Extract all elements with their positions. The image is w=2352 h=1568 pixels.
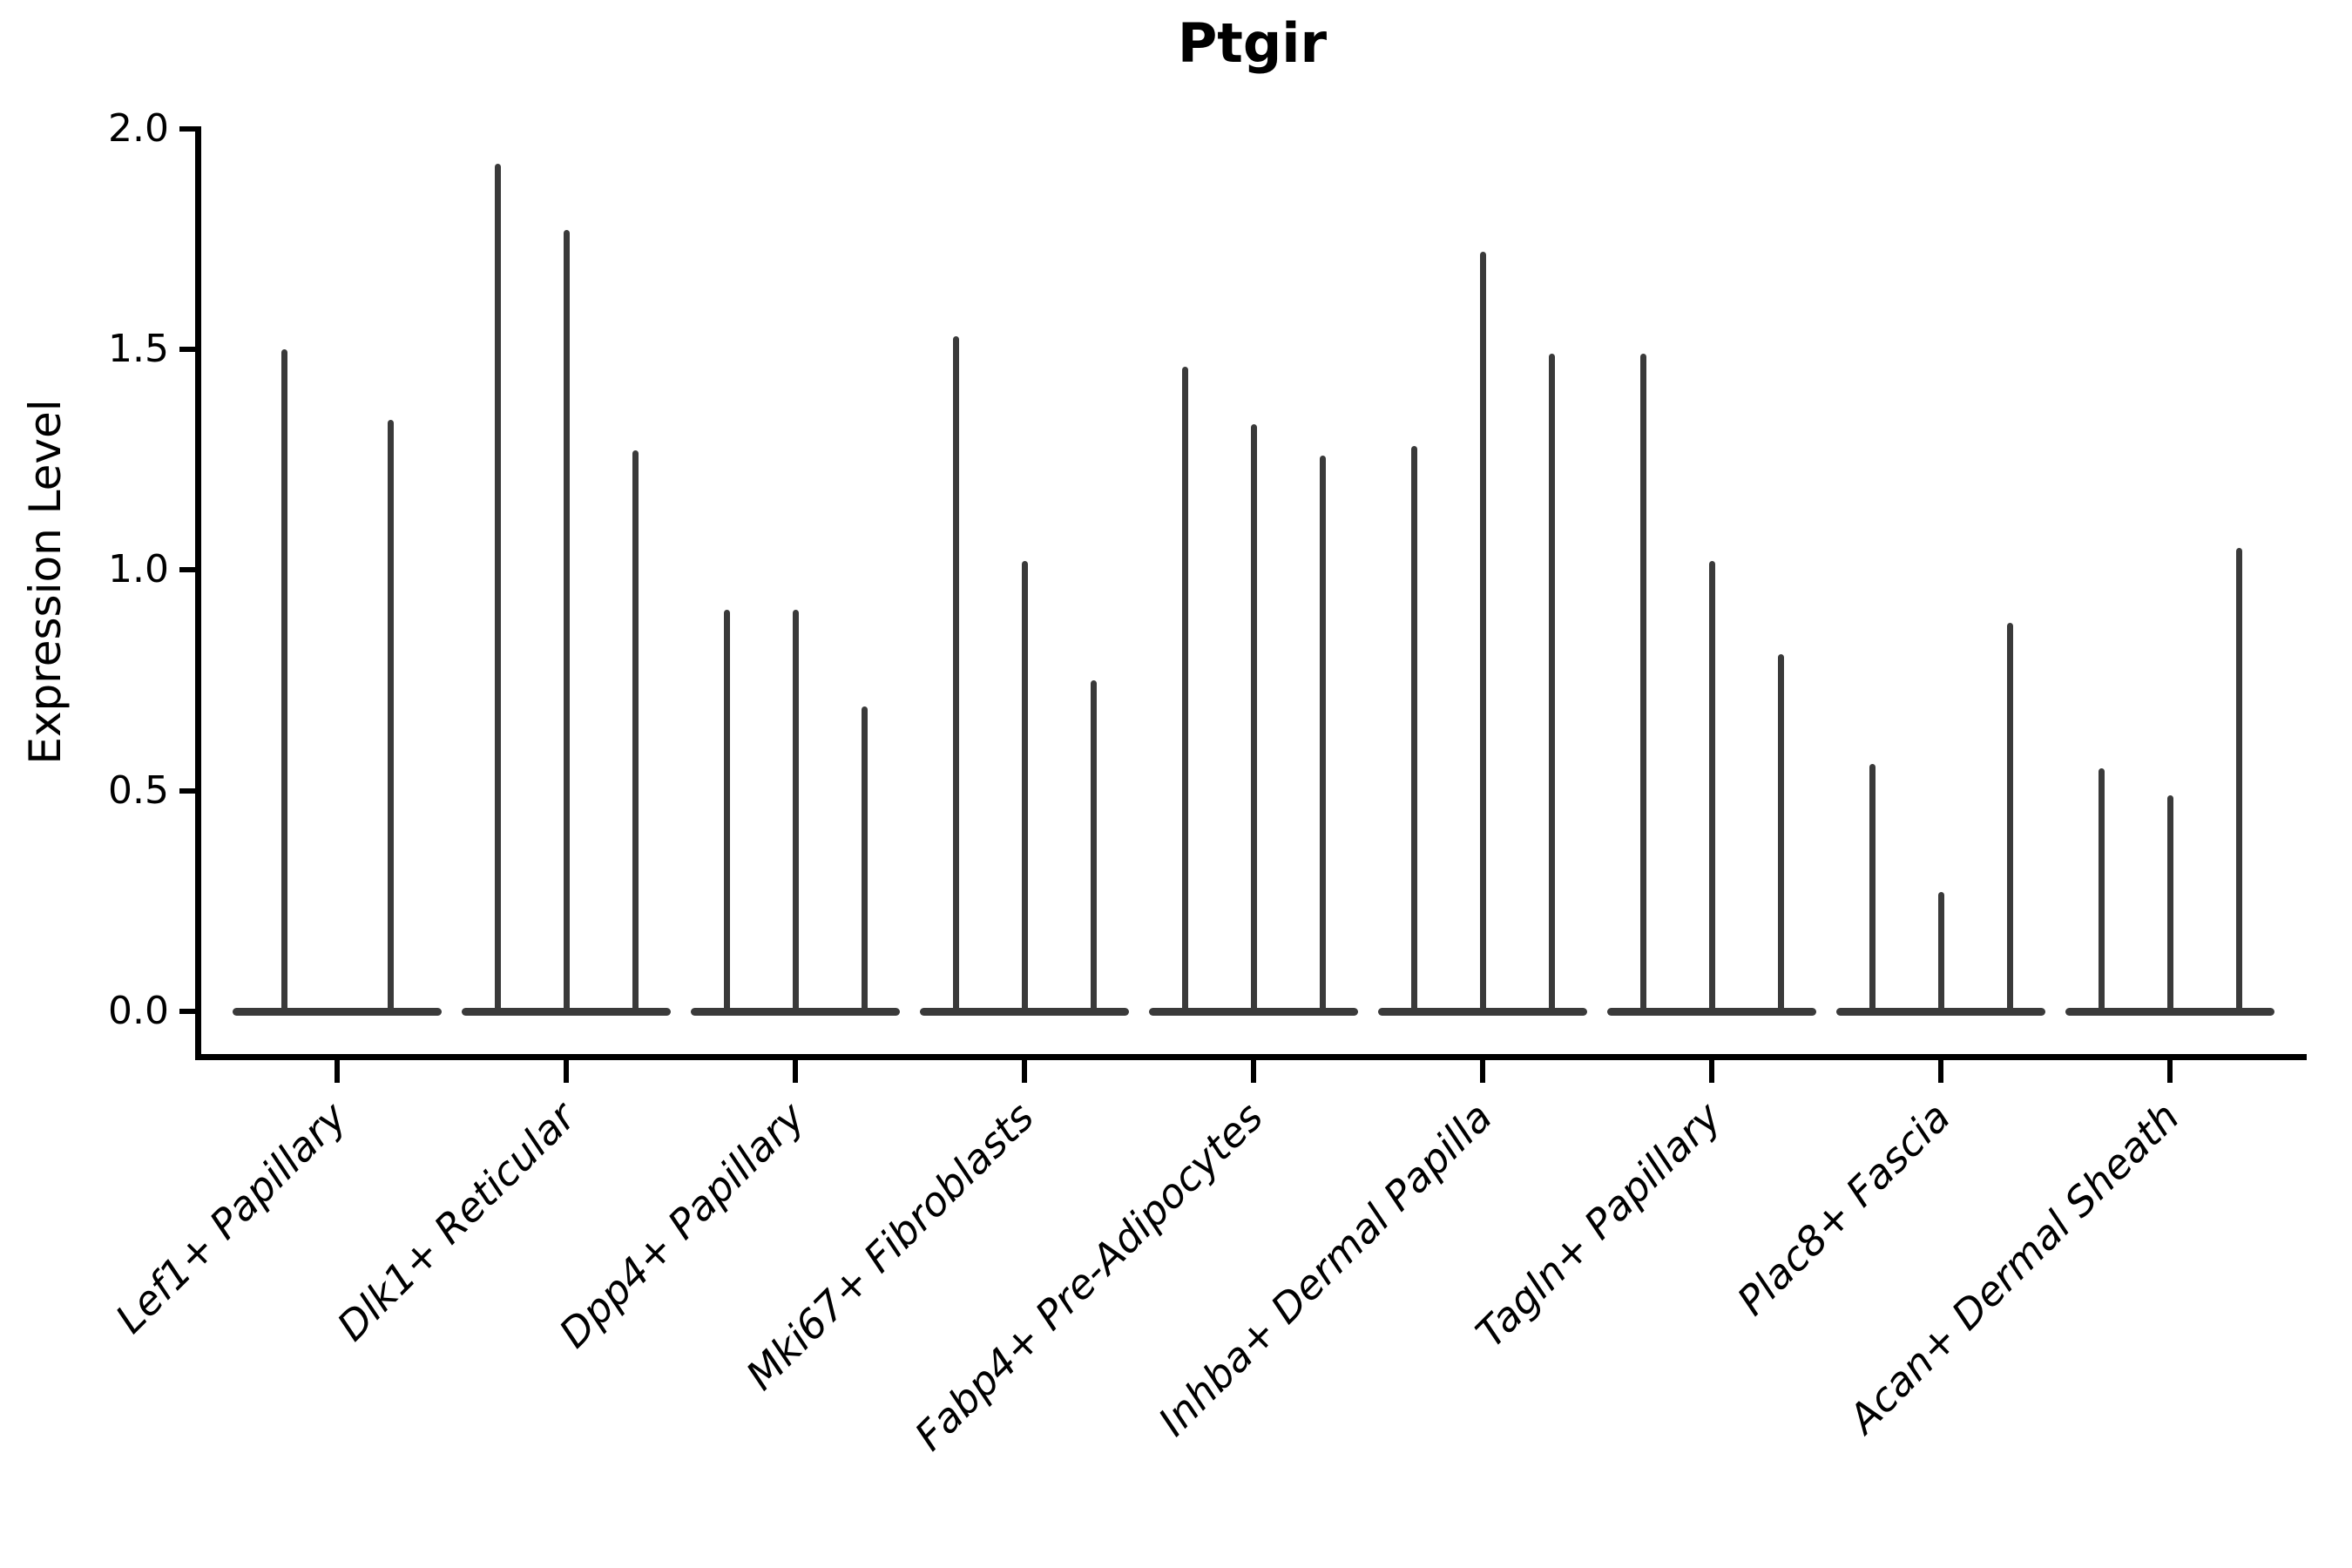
violin-base (233, 1007, 442, 1016)
violin-spike (1869, 764, 1876, 1014)
y-tick-label: 1.0 (108, 547, 169, 592)
y-tick (179, 1009, 195, 1014)
violin-spike (861, 706, 868, 1014)
violin-spike (494, 164, 501, 1014)
violin-spike (1708, 561, 1715, 1014)
violin-spike (1479, 252, 1486, 1014)
y-tick (179, 125, 195, 132)
x-category-label: Mki67+ Fibroblasts (737, 1092, 1044, 1399)
y-tick (179, 567, 195, 573)
violin-spike (1548, 354, 1555, 1014)
x-tick (1251, 1060, 1256, 1083)
x-tick (1709, 1060, 1714, 1083)
y-tick-label: 0.0 (108, 989, 169, 1033)
violin-spike (1090, 679, 1097, 1014)
x-tick (1938, 1060, 1943, 1083)
x-tick (2167, 1060, 2173, 1083)
y-tick-label: 0.5 (108, 767, 169, 813)
x-tick (564, 1060, 569, 1083)
violin-spike (1021, 561, 1028, 1014)
x-tick (793, 1060, 798, 1083)
violin-spike (2235, 547, 2242, 1014)
violin-spike (563, 230, 570, 1014)
x-category-label: Tagln+ Papillary (1466, 1092, 1731, 1357)
y-tick-label: 1.5 (108, 326, 169, 371)
x-tick (335, 1060, 340, 1083)
violin-spike (1181, 367, 1188, 1014)
violin-spike (792, 609, 799, 1014)
violin-spike (387, 420, 394, 1014)
y-tick (179, 787, 195, 794)
x-tick (1022, 1060, 1027, 1083)
x-category-label: Dpp4+ Papillary (550, 1092, 814, 1357)
y-axis-spine (195, 126, 201, 1060)
x-category-label: Plac8+ Fascia (1727, 1092, 1960, 1325)
violin-spike (632, 450, 639, 1014)
violin-spike (2006, 623, 2013, 1014)
x-category-label: Acan+ Dermal Sheath (1839, 1092, 2189, 1443)
violin-spike (1937, 892, 1944, 1014)
x-tick (1480, 1060, 1485, 1083)
y-tick-label: 2.0 (108, 105, 169, 151)
y-tick (179, 346, 195, 352)
x-category-label: Dlk1+ Reticular (328, 1092, 585, 1350)
violin-spike (952, 335, 959, 1014)
x-axis-spine (195, 1054, 2307, 1060)
chart-title: Ptgir (1177, 11, 1328, 75)
violin-spike (723, 609, 730, 1014)
x-category-label: Inhba+ Dermal Papilla (1149, 1092, 1502, 1445)
violin-spike (1250, 424, 1257, 1014)
violin-spike (1639, 354, 1646, 1014)
violin-spike (1319, 455, 1326, 1014)
violin-spike (2166, 794, 2173, 1014)
violin-spike (2098, 768, 2105, 1014)
violin-spike (280, 348, 287, 1014)
violin-spike (1777, 653, 1784, 1014)
x-category-label: Fabp4+ Pre-Adipocytes (905, 1092, 1273, 1460)
violin-spike (1410, 446, 1417, 1014)
